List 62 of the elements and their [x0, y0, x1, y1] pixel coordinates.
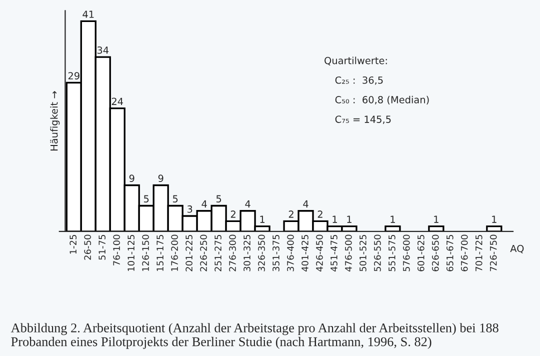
- x-tick-label: 726-750: [490, 234, 497, 272]
- data-label: 1: [434, 216, 438, 223]
- x-tick-label: 251-275: [214, 234, 222, 272]
- x-tick-label: 476-500: [345, 234, 352, 272]
- annotation: Quartilwerte:: [324, 56, 387, 66]
- data-label: 2: [230, 210, 236, 218]
- bar: [384, 225, 401, 232]
- annotation: C₇₅ = 145,5: [335, 116, 391, 124]
- bar: [428, 225, 444, 232]
- x-tick-label: 76-100: [113, 234, 120, 266]
- data-label: 4: [303, 200, 308, 208]
- x-tick-label: 226-250: [200, 234, 207, 272]
- x-tick-label: 326-350: [258, 234, 265, 272]
- x-tick-label: 701-725: [475, 234, 482, 272]
- data-label: 5: [172, 195, 178, 202]
- x-tick-label: 551-575: [388, 234, 396, 272]
- x-tick-label: 576-600: [403, 234, 410, 272]
- x-tick-label: 201-225: [186, 234, 192, 272]
- data-label: 1: [260, 216, 264, 223]
- data-label: 24: [112, 98, 124, 105]
- data-label: 2: [288, 210, 294, 218]
- x-tick-label: 276-300: [229, 234, 236, 272]
- data-label: 1: [390, 216, 395, 223]
- data-label: 4: [245, 200, 250, 208]
- data-label: 5: [216, 195, 222, 202]
- data-label: 3: [187, 205, 192, 213]
- y-axis-title: Häufigkeit →: [50, 91, 60, 150]
- x-tick-label: 626-650: [432, 234, 439, 272]
- annotation: C₂₅ : 36,5: [335, 76, 383, 85]
- x-tick-label: 26-50: [84, 234, 92, 260]
- x-tick-label: 426-450: [316, 234, 323, 272]
- annotation: C₅₀ : 60,8 (Median): [335, 96, 429, 105]
- x-tick-label: 526-550: [374, 234, 381, 272]
- data-label: 9: [129, 174, 134, 182]
- x-tick-label: 176-200: [171, 234, 178, 271]
- data-label: 34: [97, 46, 109, 54]
- data-label: 5: [144, 195, 149, 202]
- x-tick-label: 376-400: [287, 234, 294, 272]
- data-label: 9: [158, 174, 164, 182]
- text: Abbildung 2. Arbeitsquotient (Anzahl der Arbeitstage pro Anzahl der Arbeitsstellen) bei 188 Probanden eines Pilotprojekts der Berliner Studie (nach Hartmann, 1996, S. 82): [10, 323, 498, 349]
- x-tick-label: 101-125: [128, 234, 134, 271]
- data-label: 29: [68, 72, 80, 80]
- x-tick-label: 351-375: [272, 234, 280, 272]
- data-label: 1: [492, 216, 496, 223]
- x-tick-label: 676-700: [460, 234, 468, 272]
- x-tick-label: 126-150: [142, 234, 149, 271]
- x-axis-title: AQ: [510, 244, 524, 254]
- x-tick-label: 601-625: [417, 234, 424, 272]
- x-tick-label: 401-425: [302, 234, 308, 272]
- x-tick-label: 651-675: [446, 234, 454, 272]
- x-tick-label: 301-325: [244, 234, 250, 272]
- data-label: 41: [82, 10, 94, 18]
- bar: [486, 225, 502, 232]
- x-tick-label: 501-525: [360, 234, 366, 272]
- data-label: 2: [318, 210, 322, 218]
- x-tick-label: 1-25: [70, 234, 77, 254]
- x-tick-label: 151-175: [156, 234, 164, 271]
- data-label: 1: [332, 216, 337, 223]
- x-tick-label: 51-75: [98, 234, 106, 260]
- data-label: 1: [347, 216, 352, 223]
- x-tick-label: 451-475: [330, 234, 338, 272]
- data-label: 4: [202, 200, 207, 208]
